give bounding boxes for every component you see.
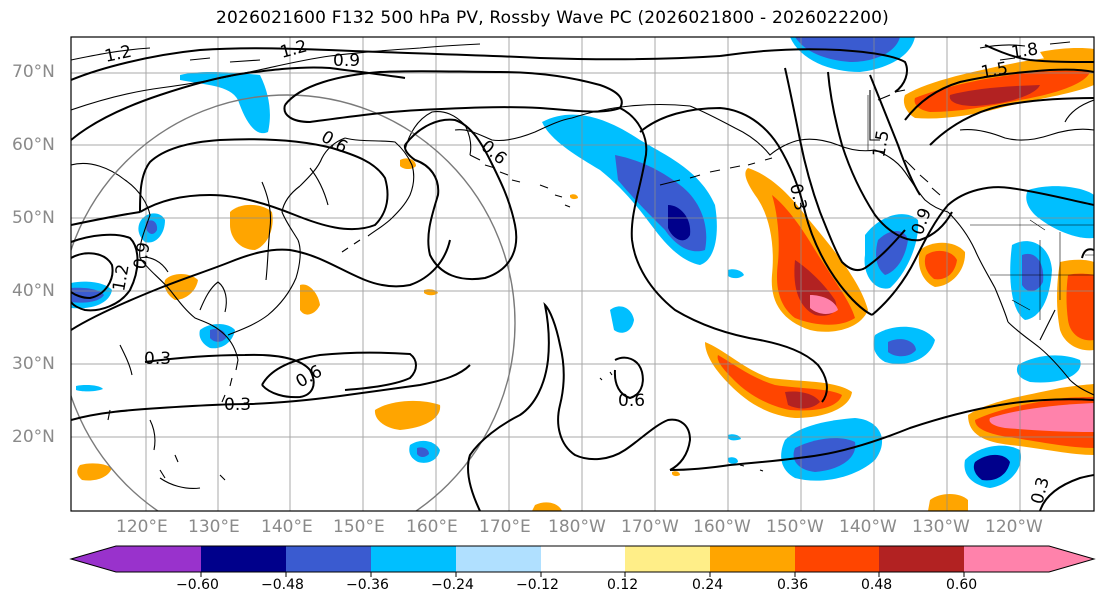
lon-label: 170°E: [479, 517, 531, 537]
colorbar-tick-label: −0.36: [346, 577, 389, 593]
colorbar-segment: [371, 546, 456, 572]
lat-label: 40°N: [12, 281, 55, 301]
lon-label: 160°E: [406, 517, 458, 537]
colorbar-segment: [201, 546, 286, 572]
colorbar-outline: [69, 545, 1096, 573]
lon-label: 150°W: [766, 517, 824, 537]
contour-label: 1.8: [1010, 39, 1040, 63]
lon-label: 130°W: [912, 517, 970, 537]
colorbar-segment: [71, 546, 201, 572]
great-circle: [71, 94, 516, 511]
colorbar-tick-label: −0.48: [261, 577, 304, 593]
political-borders: [867, 95, 1094, 320]
colorbar-tick-label: 0.36: [777, 577, 809, 593]
lon-label: 120°E: [116, 517, 168, 537]
lon-label: 170°W: [621, 517, 679, 537]
plot-frame: [70, 36, 1095, 512]
lat-label: 70°N: [12, 62, 55, 82]
colorbar-segment: [710, 546, 795, 572]
colorbar-tick-label: 0.60: [946, 577, 978, 593]
contour-label: 1.5: [979, 59, 1009, 83]
colorbar-tick-label: −0.12: [516, 577, 559, 593]
contour-label: 0.3: [144, 349, 171, 369]
lat-label: 30°N: [12, 354, 55, 374]
contour-label: 0.9: [908, 205, 936, 237]
contour-label: 0.3: [224, 395, 251, 415]
contour-label: 0.6: [293, 361, 326, 392]
contour-label: 0.6: [477, 137, 511, 170]
contour-label: 0.6: [618, 391, 645, 411]
colorbar-tick-label: 0.12: [607, 577, 639, 593]
plot-area: [71, 37, 1094, 511]
negative-anomaly-shading: [71, 37, 1094, 488]
contour-label: 0.9: [333, 51, 360, 71]
colorbar-tick-label: 0.48: [861, 577, 893, 593]
lat-label: 20°N: [12, 427, 55, 447]
contour-labels: 1.2 1.2 0.9 0.6 0.6 0.9 1.2 0.3 0.6 0.3 …: [103, 37, 1054, 507]
colorbar-segment: [286, 546, 371, 572]
pv-contours: [71, 44, 1094, 511]
coastlines: [71, 41, 1094, 489]
contour-label: 0.9: [130, 241, 154, 271]
colorbar-tick-label: 0.24: [692, 577, 724, 593]
contour-label: 0.3: [1028, 475, 1054, 506]
lon-label: 160°W: [693, 517, 751, 537]
colorbar-segment: [541, 546, 625, 572]
lon-label: 180°W: [548, 517, 606, 537]
lon-label: 130°E: [188, 517, 240, 537]
colorbar-segment: [964, 546, 1094, 572]
lat-label: 50°N: [12, 208, 55, 228]
contour-label: 1.2: [278, 37, 309, 63]
contour-label: 1.5: [869, 129, 893, 159]
colorbar-tick-label: −0.60: [176, 577, 219, 593]
lon-label: 150°E: [333, 517, 385, 537]
contour-label: 1.2: [109, 263, 133, 293]
lon-label: 140°E: [261, 517, 313, 537]
map-title: 2026021600 F132 500 hPa PV, Rossby Wave …: [216, 8, 889, 28]
colorbar: [69, 545, 1096, 577]
contour-label: 1.2: [103, 42, 134, 67]
lon-label: 140°W: [839, 517, 897, 537]
colorbar-segment: [795, 546, 879, 572]
colorbar-segment: [879, 546, 964, 572]
colorbar-segment: [625, 546, 710, 572]
lon-label: 120°W: [985, 517, 1043, 537]
lat-label: 60°N: [12, 135, 55, 155]
colorbar-tick-label: −0.24: [431, 577, 474, 593]
colorbar-segment: [456, 546, 541, 572]
